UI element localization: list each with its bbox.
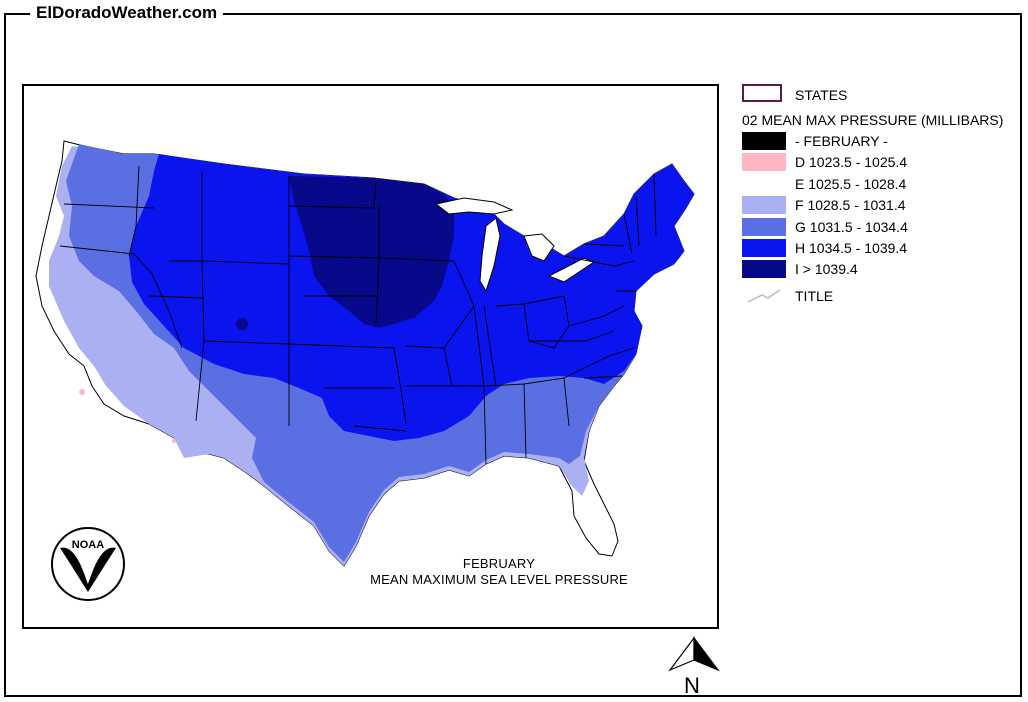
lake-superior	[434, 197, 514, 215]
north-arrow-icon: N	[668, 636, 720, 696]
map-caption: FEBRUARY MEAN MAXIMUM SEA LEVEL PRESSURE	[364, 556, 634, 588]
map-caption-subtitle: MEAN MAXIMUM SEA LEVEL PRESSURE	[370, 572, 628, 587]
map-panel: FEBRUARY MEAN MAXIMUM SEA LEVEL PRESSURE…	[22, 84, 719, 629]
legend-swatch	[742, 260, 786, 279]
title-line-icon	[747, 289, 781, 303]
legend-heading: 02 MEAN MAX PRESSURE (MILLIBARS)	[742, 112, 1004, 128]
legend-row: E 1025.5 - 1028.4	[742, 174, 1022, 193]
legend-swatch	[742, 153, 786, 172]
legend-states: STATES	[742, 84, 1022, 106]
legend-row: G 1031.5 - 1034.4	[742, 217, 1022, 236]
legend-label: E 1025.5 - 1028.4	[795, 175, 907, 192]
legend-swatch	[742, 239, 786, 257]
legend-label: H 1034.5 - 1039.4	[795, 240, 908, 256]
legend-row: I > 1039.4	[742, 260, 1022, 279]
outer-frame	[4, 13, 1022, 697]
legend-row: D 1023.5 - 1025.4	[742, 153, 1022, 172]
pressure-spot-d	[172, 439, 176, 443]
legend-swatch	[742, 132, 786, 150]
states-label: STATES	[795, 87, 848, 103]
legend-row: F 1028.5 - 1031.4	[742, 196, 1022, 215]
legend-swatch	[742, 196, 786, 215]
legend-label: - FEBRUARY -	[795, 133, 888, 149]
pressure-zone-i	[289, 176, 454, 328]
north-label: N	[684, 673, 700, 696]
legend-swatch	[742, 217, 786, 236]
legend-title-label: TITLE	[795, 288, 834, 304]
states-swatch	[742, 84, 782, 102]
legend-label: G 1031.5 - 1034.4	[795, 218, 908, 235]
legend-title-row: TITLE	[742, 287, 1022, 305]
legend-label: F 1028.5 - 1031.4	[795, 197, 906, 214]
legend-swatch	[742, 174, 786, 193]
map-caption-month: FEBRUARY	[462, 556, 536, 571]
lake-huron	[523, 233, 555, 262]
state-borders	[59, 165, 657, 465]
pressure-spot-i	[236, 318, 248, 330]
legend-label: I > 1039.4	[795, 261, 858, 278]
legend-label: D 1023.5 - 1025.4	[795, 154, 908, 171]
pressure-spot-d	[79, 389, 85, 395]
legend-row: H 1034.5 - 1039.4	[742, 239, 1022, 257]
site-title: ElDoradoWeather.com	[30, 3, 224, 23]
noaa-logo: NOAA	[51, 527, 125, 601]
pressure-map: FEBRUARY MEAN MAXIMUM SEA LEVEL PRESSURE…	[35, 140, 695, 601]
legend-row: - FEBRUARY -	[742, 132, 1022, 150]
lake-michigan	[479, 217, 501, 293]
noaa-logo-text: NOAA	[72, 539, 104, 551]
